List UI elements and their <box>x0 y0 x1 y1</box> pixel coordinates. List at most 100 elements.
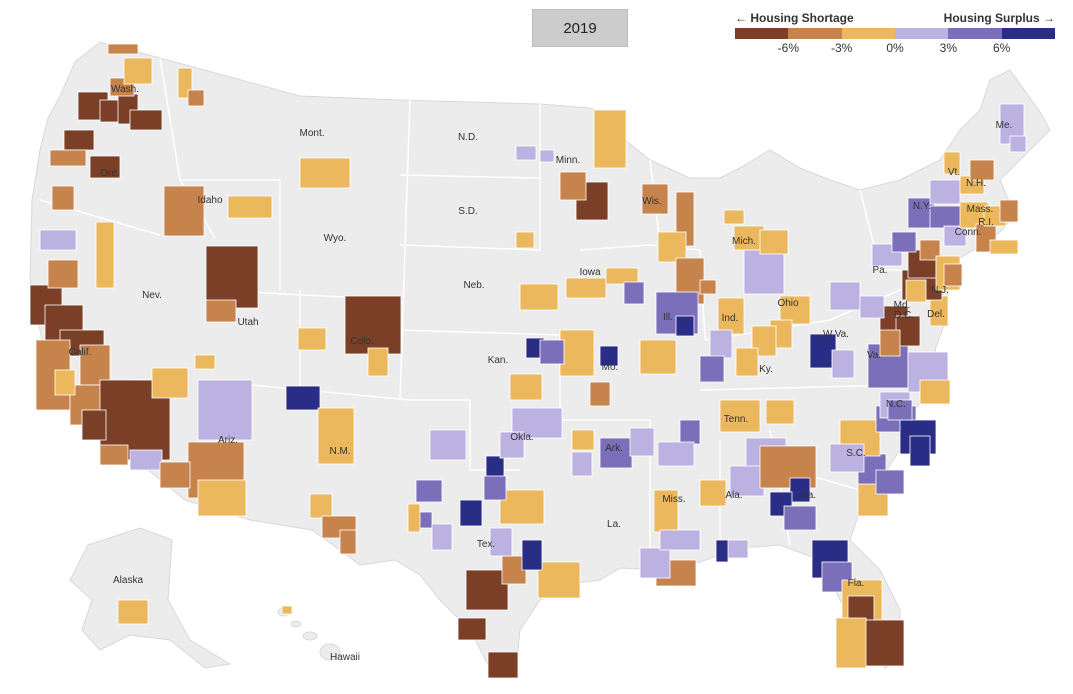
metro-region[interactable] <box>129 109 163 131</box>
metro-region[interactable] <box>81 409 107 441</box>
metro-region[interactable] <box>159 461 191 489</box>
metro-region[interactable] <box>519 283 559 311</box>
metro-region[interactable] <box>194 354 216 370</box>
metro-region[interactable] <box>919 379 951 405</box>
metro-region[interactable] <box>317 407 355 465</box>
metro-region[interactable] <box>719 399 761 433</box>
metro-region[interactable] <box>623 281 645 305</box>
metro-region[interactable] <box>571 429 595 451</box>
metro-region[interactable] <box>909 435 931 467</box>
metro-region[interactable] <box>299 157 351 189</box>
metro-region[interactable] <box>487 651 519 679</box>
metro-region[interactable] <box>47 259 79 289</box>
metro-region[interactable] <box>309 493 333 519</box>
metro-region[interactable] <box>699 279 717 295</box>
metro-region[interactable] <box>575 181 609 221</box>
metro-region[interactable] <box>559 171 587 201</box>
metro-region[interactable] <box>599 437 633 469</box>
metro-region[interactable] <box>187 89 205 107</box>
metro-region[interactable] <box>1009 135 1027 153</box>
metro-region[interactable] <box>989 239 1019 255</box>
metro-region[interactable] <box>559 329 595 377</box>
metro-region[interactable] <box>589 381 611 407</box>
metro-region[interactable] <box>117 599 149 625</box>
metro-region[interactable] <box>675 315 695 337</box>
metro-region[interactable] <box>339 529 357 555</box>
metro-region[interactable] <box>539 339 565 365</box>
metro-region[interactable] <box>699 479 727 507</box>
metro-region[interactable] <box>879 329 901 357</box>
metro-region[interactable] <box>919 239 941 261</box>
metro-region[interactable] <box>593 109 627 169</box>
metro-region[interactable] <box>407 503 421 533</box>
metro-region[interactable] <box>123 57 153 85</box>
metro-region[interactable] <box>759 229 789 255</box>
metro-region[interactable] <box>489 527 513 557</box>
metro-region[interactable] <box>54 369 76 396</box>
metro-region[interactable] <box>415 479 443 503</box>
metro-region[interactable] <box>465 569 509 611</box>
metro-region[interactable] <box>521 539 543 571</box>
metro-region[interactable] <box>847 595 875 621</box>
metro-region[interactable] <box>163 185 205 237</box>
metro-region[interactable] <box>459 499 483 527</box>
metro-region[interactable] <box>205 245 259 309</box>
metro-region[interactable] <box>729 465 765 497</box>
metro-region[interactable] <box>723 209 745 225</box>
metro-region[interactable] <box>859 619 905 667</box>
metro-region[interactable] <box>107 43 139 55</box>
metro-region[interactable] <box>431 523 453 551</box>
metro-region[interactable] <box>715 539 729 563</box>
metro-region[interactable] <box>49 149 87 167</box>
year-badge[interactable]: 2019 <box>532 9 628 47</box>
metro-region[interactable] <box>891 231 917 253</box>
metro-region[interactable] <box>515 145 537 161</box>
metro-region[interactable] <box>297 327 327 351</box>
metro-region[interactable] <box>99 444 129 466</box>
metro-region[interactable] <box>205 299 237 323</box>
metro-region[interactable] <box>89 155 121 179</box>
metro-region[interactable] <box>571 451 593 477</box>
metro-region[interactable] <box>509 373 543 401</box>
metro-region[interactable] <box>537 561 581 599</box>
metro-region[interactable] <box>783 505 817 531</box>
metro-region[interactable] <box>709 329 733 359</box>
metro-region[interactable] <box>285 385 321 411</box>
metro-region[interactable] <box>653 489 679 533</box>
metro-region[interactable] <box>539 149 555 163</box>
metro-region[interactable] <box>999 199 1019 223</box>
metro-region[interactable] <box>765 399 795 425</box>
metro-region[interactable] <box>943 225 967 247</box>
metro-region[interactable] <box>735 347 759 377</box>
metro-region[interactable] <box>657 441 695 467</box>
metro-region[interactable] <box>51 185 75 211</box>
metro-region[interactable] <box>79 344 111 386</box>
metro-region[interactable] <box>639 547 671 579</box>
metro-region[interactable] <box>875 469 905 495</box>
metro-region[interactable] <box>281 605 293 615</box>
metro-region[interactable] <box>943 151 961 175</box>
metro-region[interactable] <box>565 277 607 299</box>
metro-region[interactable] <box>943 263 963 287</box>
metro-region[interactable] <box>499 489 545 525</box>
metro-region[interactable] <box>599 345 619 367</box>
metro-region[interactable] <box>39 229 77 251</box>
metro-region[interactable] <box>499 431 525 459</box>
metro-region[interactable] <box>227 195 273 219</box>
metro-region[interactable] <box>129 449 163 471</box>
metro-region[interactable] <box>717 297 745 335</box>
metro-region[interactable] <box>835 617 867 669</box>
metro-region[interactable] <box>95 221 115 289</box>
metro-region[interactable] <box>151 367 189 399</box>
metro-region[interactable] <box>605 267 639 285</box>
metro-region[interactable] <box>639 339 677 375</box>
metro-region[interactable] <box>629 427 655 457</box>
metro-region[interactable] <box>829 281 861 311</box>
metro-region[interactable] <box>483 475 507 501</box>
metro-region[interactable] <box>457 617 487 641</box>
metro-region[interactable] <box>197 479 247 517</box>
metro-region[interactable] <box>429 429 467 461</box>
metro-region[interactable] <box>905 279 927 303</box>
metro-region[interactable] <box>367 347 389 377</box>
metro-region[interactable] <box>831 349 855 379</box>
